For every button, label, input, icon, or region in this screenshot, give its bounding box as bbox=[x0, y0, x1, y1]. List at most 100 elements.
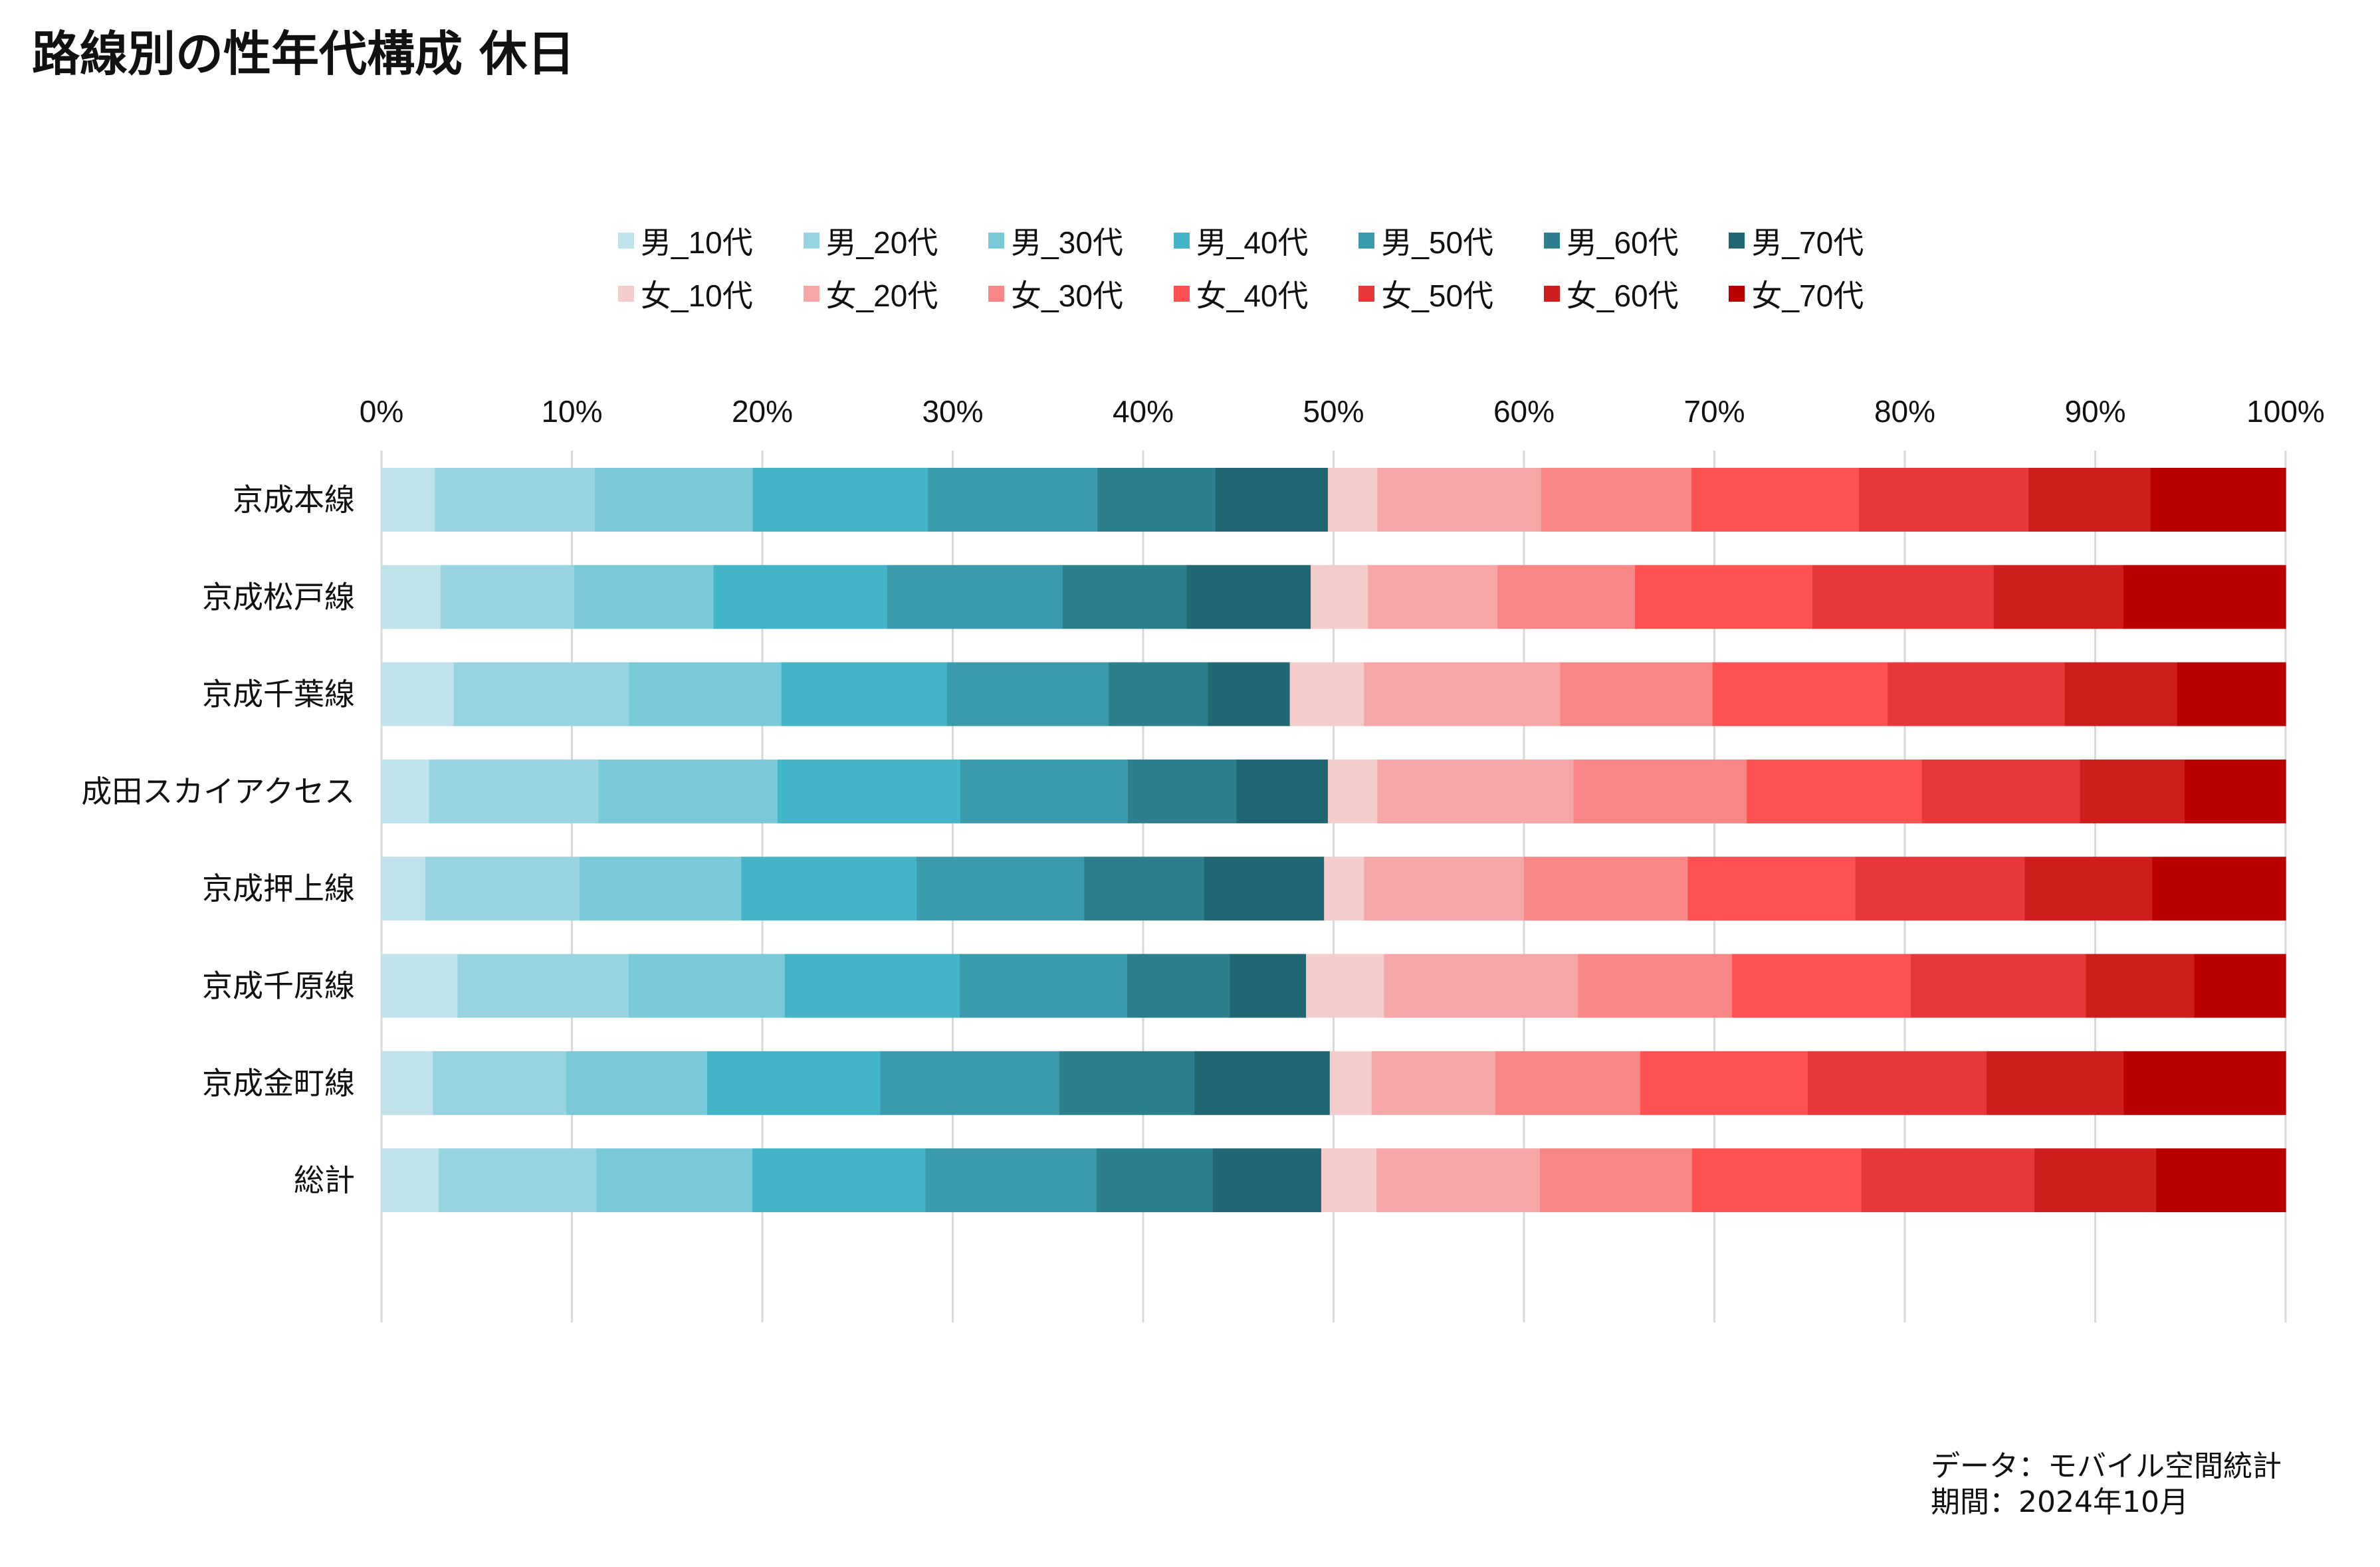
bar-segment bbox=[706, 1051, 881, 1115]
bar-segment bbox=[1364, 857, 1525, 921]
category-label: 京成松戸線 bbox=[202, 579, 355, 615]
x-tick-label: 100% bbox=[2246, 394, 2325, 429]
bar-segment bbox=[1541, 468, 1692, 532]
bar-segment bbox=[1305, 954, 1384, 1018]
legend-label: 男_30代 bbox=[1011, 225, 1123, 260]
bar-segment bbox=[1311, 565, 1368, 629]
bar-segment bbox=[1128, 759, 1237, 823]
category-label: 京成金町線 bbox=[202, 1065, 355, 1101]
bar-segment bbox=[1888, 662, 2066, 726]
bar-segment bbox=[1186, 565, 1311, 629]
bar-segment bbox=[1236, 759, 1329, 823]
bar-segment bbox=[1215, 468, 1329, 532]
legend-label: 女_60代 bbox=[1566, 278, 1679, 313]
bar-segment bbox=[429, 759, 599, 823]
bar-segment bbox=[435, 468, 595, 532]
legend-item: 女_10代 bbox=[618, 272, 804, 316]
bar-segment bbox=[1371, 1051, 1496, 1115]
bar-segment bbox=[438, 1148, 597, 1213]
bar-segment bbox=[1691, 468, 1860, 532]
bar-segment bbox=[425, 857, 580, 921]
bar-segment bbox=[887, 565, 1063, 629]
legend-item: 男_50代 bbox=[1358, 219, 1544, 262]
x-tick-label: 80% bbox=[1874, 394, 1935, 429]
bar-segment bbox=[784, 954, 960, 1018]
bar-segment bbox=[381, 565, 441, 629]
bar-segment bbox=[1329, 1051, 1372, 1115]
source-note: データ：モバイル空間統計 bbox=[1931, 1449, 2282, 1483]
bar-segment bbox=[381, 662, 455, 726]
bar-segment bbox=[2034, 1148, 2157, 1213]
bar-segment bbox=[946, 662, 1110, 726]
bar-segment bbox=[1861, 1148, 2035, 1213]
bar-segment bbox=[1230, 954, 1307, 1018]
bar-segment bbox=[2080, 759, 2185, 823]
legend-label: 女_30代 bbox=[1011, 278, 1123, 313]
bar-segment bbox=[2152, 857, 2286, 921]
bar-segment bbox=[1097, 1148, 1214, 1213]
x-tick-label: 0% bbox=[360, 394, 403, 429]
bar-segment bbox=[381, 857, 426, 921]
category-label: 京成押上線 bbox=[202, 871, 355, 906]
legend-item: 男_70代 bbox=[1729, 219, 1914, 262]
bar-segment bbox=[453, 662, 630, 726]
x-tick-label: 70% bbox=[1683, 394, 1745, 429]
bar-segment bbox=[1376, 1148, 1541, 1213]
legend-item: 男_40代 bbox=[1173, 219, 1359, 262]
category-label: 総計 bbox=[294, 1162, 355, 1198]
bar-segment bbox=[880, 1051, 1060, 1115]
bar-segment bbox=[1495, 1051, 1641, 1115]
bar-segment bbox=[1208, 662, 1291, 726]
legend-item: 女_30代 bbox=[988, 272, 1174, 316]
legend-label: 男_60代 bbox=[1566, 225, 1679, 260]
bar-segment bbox=[1127, 954, 1231, 1018]
bar-segment bbox=[1062, 565, 1188, 629]
bar-segment bbox=[1807, 1051, 1987, 1115]
legend: 男_10代 男_20代 男_30代 男_40代 男_50代 男_60代 男_70代 女_10… bbox=[618, 214, 1914, 320]
bar-segment bbox=[777, 759, 961, 823]
legend-item: 女_70代 bbox=[1729, 272, 1914, 316]
legend-item: 女_40代 bbox=[1173, 272, 1359, 316]
bar-segment bbox=[1321, 1148, 1377, 1213]
bar-segment bbox=[1059, 1051, 1195, 1115]
bar-segment bbox=[925, 1148, 1097, 1213]
bar-segment bbox=[1289, 662, 1364, 726]
bar-segment bbox=[1540, 1148, 1693, 1213]
bar-segment bbox=[440, 565, 575, 629]
bar-segment bbox=[2123, 565, 2286, 629]
bar-segment bbox=[1573, 759, 1747, 823]
bar-segment bbox=[1364, 662, 1561, 726]
x-tick-label: 30% bbox=[922, 394, 983, 429]
bar-segment bbox=[594, 468, 754, 532]
period-note: 期間：2024年10月 bbox=[1931, 1485, 2189, 1519]
legend-label: 男_10代 bbox=[641, 225, 753, 260]
legend-row-male: 男_10代 男_20代 男_30代 男_40代 男_50代 男_60代 男_70代 bbox=[618, 214, 1914, 267]
bar-segment bbox=[574, 565, 714, 629]
bar-segment bbox=[2185, 759, 2286, 823]
bar-segment bbox=[1987, 1051, 2125, 1115]
bar-segment bbox=[381, 1148, 439, 1213]
bar-segment bbox=[381, 954, 459, 1018]
legend-label: 男_70代 bbox=[1751, 225, 1864, 260]
legend-row-female: 女_10代 女_20代 女_30代 女_40代 女_50代 女_60代 女_70代 bbox=[618, 267, 1914, 320]
bar-segment bbox=[1578, 954, 1733, 1018]
bar-segment bbox=[596, 1148, 753, 1213]
bar-segment bbox=[1377, 468, 1542, 532]
bar-segment bbox=[1204, 857, 1325, 921]
legend-swatch bbox=[1543, 233, 1560, 249]
legend-swatch bbox=[1173, 286, 1190, 302]
bar-segment bbox=[1993, 565, 2124, 629]
legend-swatch bbox=[1729, 286, 1745, 302]
bar-segment bbox=[1692, 1148, 1862, 1213]
bar-segment bbox=[1812, 565, 1995, 629]
legend-swatch bbox=[618, 286, 634, 302]
bar-segment bbox=[1084, 857, 1205, 921]
bar-segment bbox=[1327, 759, 1378, 823]
bar-segment bbox=[1635, 565, 1813, 629]
bar-segment bbox=[2064, 662, 2178, 726]
bar-segment bbox=[381, 1051, 433, 1115]
legend-label: 男_20代 bbox=[825, 225, 938, 260]
category-label: 成田スカイアクセス bbox=[81, 774, 355, 809]
bar-segment bbox=[752, 1148, 926, 1213]
